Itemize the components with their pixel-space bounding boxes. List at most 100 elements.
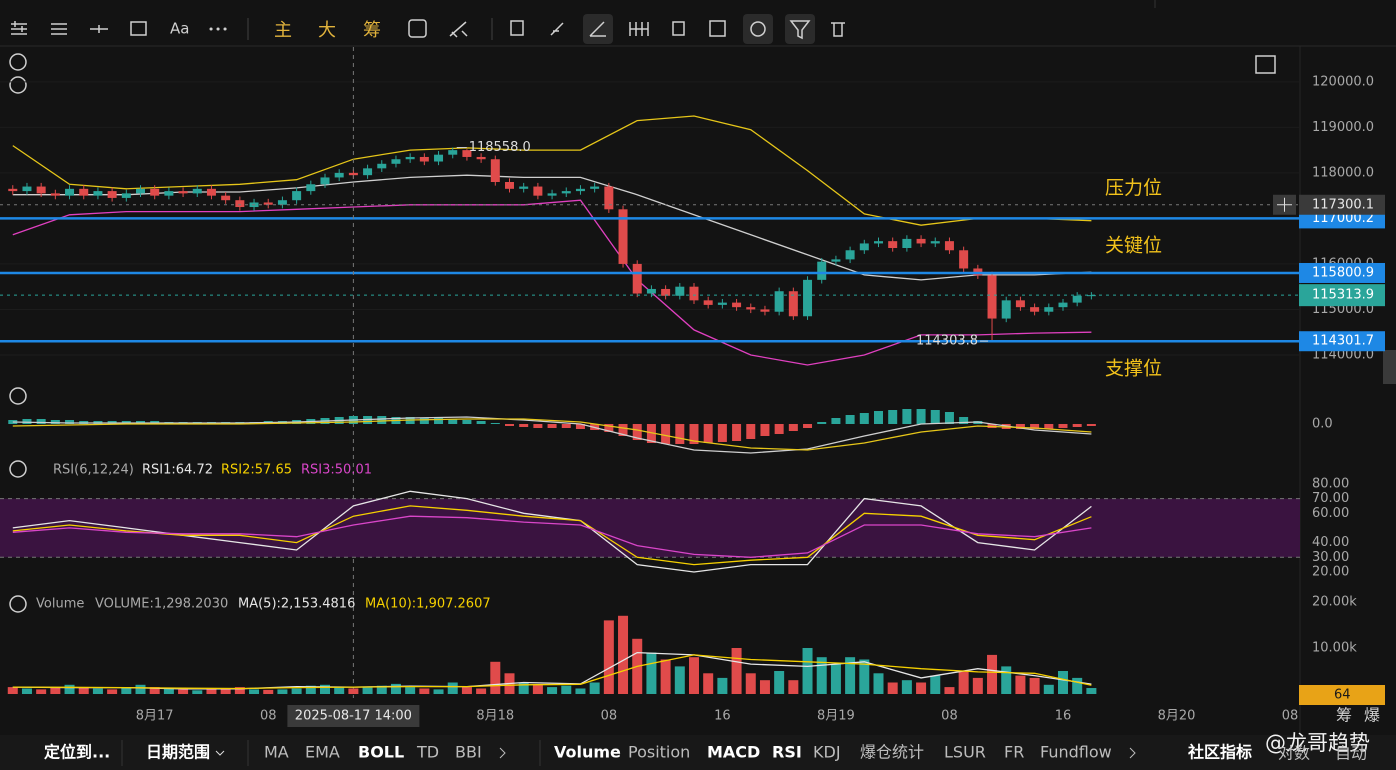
collapse-button[interactable] [9,76,27,94]
collapse-button[interactable] [9,460,27,478]
macd-bar [1058,424,1068,428]
candle-body [590,186,600,189]
indicator-line [12,418,1092,451]
volume-bar [561,685,572,694]
axis-option[interactable]: 自动 [1335,744,1367,763]
sync-icon[interactable] [408,19,427,38]
volume-bar [36,689,47,694]
macd-bar [575,424,585,429]
indicator-button[interactable]: LSUR [944,743,986,762]
volume-bar [547,687,558,694]
candle-body [107,191,117,198]
rect-icon[interactable] [130,21,147,36]
collapse-button[interactable] [9,595,27,613]
indicator-line [12,115,1092,226]
community-button[interactable]: 社区指标 [1187,743,1252,762]
candle-body [604,186,614,210]
indicator-line [12,416,1092,454]
draw-icon[interactable] [449,21,468,38]
filter-icon[interactable] [789,20,811,40]
toolbar-icons[interactable] [11,14,845,44]
collapse-button[interactable] [9,387,27,405]
candle-body [36,186,46,194]
candle-body [206,188,216,196]
macd-bar [50,420,60,424]
magnet-button[interactable] [743,14,773,44]
more-arrow[interactable] [1129,747,1136,759]
candle-body [1001,300,1011,319]
volume-bar [816,657,827,694]
font-button[interactable]: Aa [170,20,189,38]
macd-bar [519,424,529,427]
lock-icon[interactable] [672,21,685,36]
toolbar-item[interactable]: 筹 [363,20,381,41]
volume-bar [78,687,89,694]
countdown-tag [1299,685,1385,705]
macd-bar [1072,424,1082,427]
collapse-button[interactable] [9,53,27,71]
axis-button[interactable]: 爆 [1364,706,1380,725]
indicator-button[interactable]: RSI [772,743,802,762]
indicator-button[interactable]: 爆仓统计 [860,743,924,762]
candle-body [8,188,18,192]
toolbar-item[interactable]: 大 [318,20,336,41]
level-tag-label: 115800.9 [1312,265,1374,280]
indicator-button[interactable]: FR [1004,743,1024,762]
date-range-button[interactable]: 日期范围 [146,743,210,762]
rsi-band [0,498,1300,558]
filter-button[interactable] [785,14,815,44]
macd-bar [845,415,855,424]
more-arrow[interactable] [499,747,506,759]
list-icon[interactable] [51,23,67,35]
candle-body [65,188,75,196]
macd-bar [462,420,472,424]
low-marker-label: 114303.8 [916,334,978,349]
candle-body [519,186,529,189]
magnet-icon[interactable] [750,21,766,37]
fullscreen-button[interactable] [1255,55,1276,74]
ruler-icon[interactable] [550,22,564,36]
countdown-label: 64 [1334,688,1351,703]
volume-bar [50,687,61,694]
macd-bar [831,418,841,424]
crosshair-plus-icon [1277,197,1292,212]
macd-bar [646,424,656,443]
delete-icon[interactable] [831,22,845,37]
candle-body [79,188,89,196]
edit-icon[interactable] [709,20,726,37]
last-price-label: 115313.9 [1312,288,1374,303]
candle-body [476,156,486,160]
volume-bar [419,688,430,694]
candle-body [675,286,685,296]
indicator-button[interactable]: BOLL [358,743,404,762]
indicator-button[interactable]: Fundflow [1040,743,1112,762]
volume-bar [348,688,359,694]
copy-icon[interactable] [510,20,524,36]
y-tick-label: 118000.0 [1312,165,1374,180]
indicator-button[interactable]: Volume [554,743,621,762]
axis-option[interactable]: 对数 [1278,744,1310,763]
toolbar-item[interactable]: 主 [274,20,292,41]
indicator-button[interactable]: TD [416,743,439,762]
volume-bar [703,673,714,694]
indicator-button[interactable]: MA [264,743,289,762]
pen-icon[interactable] [589,21,606,37]
crosshair-icon[interactable] [90,25,108,33]
bottom-bar-bg [0,735,1396,770]
axis-button[interactable]: 筹 [1336,706,1352,725]
indicator-button[interactable]: KDJ [813,743,841,762]
volume-bar [802,647,813,694]
side-handle[interactable] [1383,350,1396,384]
settings-icon[interactable] [11,21,27,35]
indicator-button[interactable]: MACD [707,743,760,762]
candle-body [164,191,174,196]
indicator-button[interactable]: Position [628,743,690,762]
candle-icon[interactable] [629,22,649,36]
volume-bar [532,684,543,694]
macd-bar [8,420,18,424]
locate-button[interactable]: 定位到... [43,743,110,762]
indicator-button[interactable]: EMA [305,743,340,762]
legend-entry: RSI1:64.72 [142,463,213,478]
indicator-button[interactable]: BBI [455,743,482,762]
